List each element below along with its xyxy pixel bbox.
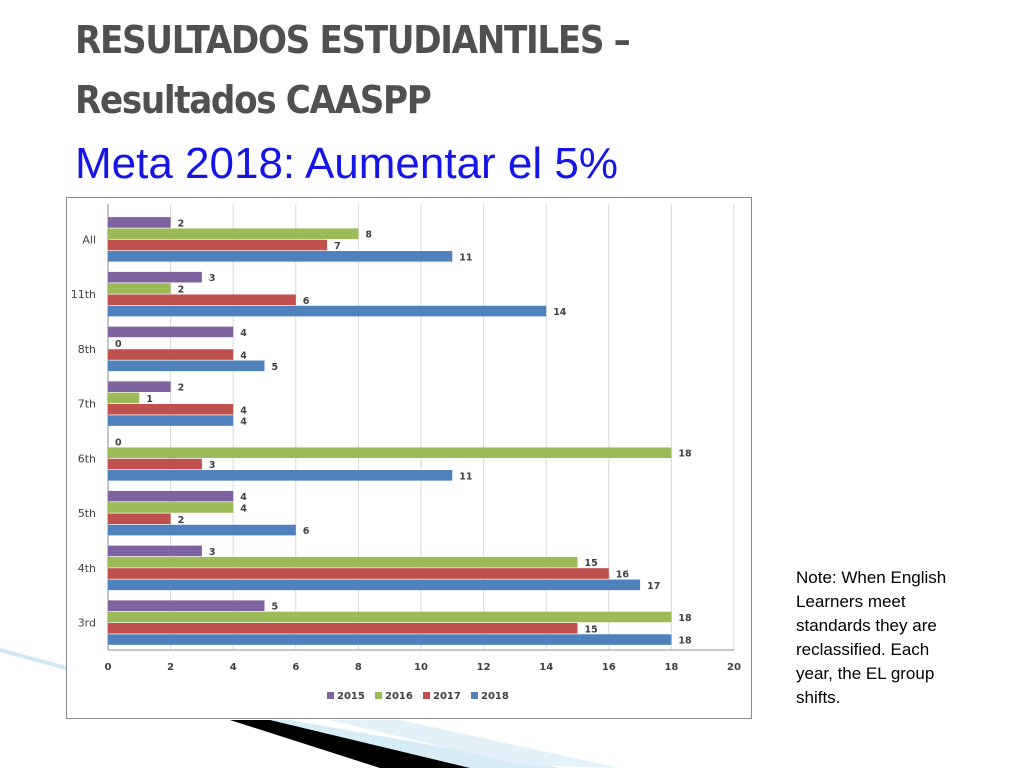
data-label: 4 — [240, 328, 247, 339]
data-label: 3 — [209, 460, 216, 471]
data-label: 1 — [146, 394, 153, 405]
bar-2015 — [108, 545, 202, 557]
category-label: 7th — [78, 398, 96, 411]
bar-2018 — [108, 360, 265, 372]
bar-2015 — [108, 271, 202, 283]
bar-2017 — [108, 458, 202, 470]
data-label: 6 — [303, 526, 310, 537]
bar-2017 — [108, 622, 578, 634]
data-label: 0 — [115, 437, 122, 448]
data-label: 17 — [647, 581, 660, 592]
x-tick-label: 6 — [292, 662, 299, 673]
bar-2018 — [108, 251, 453, 262]
data-label: 4 — [240, 417, 247, 428]
data-label: 18 — [678, 613, 692, 624]
legend-label: 2017 — [433, 691, 461, 702]
bar-2015 — [108, 217, 171, 228]
data-label: 3 — [209, 273, 216, 284]
data-label: 6 — [303, 296, 310, 307]
bar-2018 — [108, 524, 296, 536]
data-label: 11 — [459, 252, 472, 263]
x-tick-label: 8 — [355, 662, 362, 673]
chart-container: 0 2 4 6 8 10 12 14 16 18 20 All 2 8 7 11 11th 3 2 6 14 8th 4 0 4… — [66, 197, 752, 719]
page-subtitle: Meta 2018: Aumentar el 5% — [75, 139, 618, 188]
data-label: 2 — [178, 284, 185, 295]
data-label: 4 — [240, 492, 247, 503]
data-label: 7 — [334, 241, 341, 252]
category-label: 3rd — [78, 617, 96, 630]
data-label: 2 — [178, 515, 185, 526]
bar-2018 — [108, 305, 547, 317]
bar-2016 — [108, 611, 672, 623]
data-label: 3 — [209, 547, 216, 558]
bar-2016 — [108, 447, 672, 459]
data-label: 2 — [178, 383, 185, 394]
bar-2015 — [108, 381, 171, 392]
bar-2015 — [108, 600, 265, 611]
category-label: 5th — [78, 507, 96, 520]
bar-2015 — [108, 490, 234, 502]
page-title-line-2: Resultados CAASPP — [75, 78, 432, 122]
bar-2016 — [108, 283, 171, 294]
x-tick-label: 14 — [539, 662, 553, 673]
bar-2016 — [108, 228, 359, 240]
data-label: 15 — [585, 558, 598, 569]
data-label: 2 — [178, 218, 185, 229]
legend-swatch-2015 — [327, 692, 334, 699]
legend-label: 2016 — [385, 691, 413, 702]
legend-label: 2015 — [337, 691, 365, 702]
bar-2016 — [108, 556, 578, 568]
legend-label: 2018 — [481, 691, 509, 702]
bar-2018 — [108, 579, 641, 591]
category-label: All — [82, 233, 96, 246]
x-tick-label: 0 — [105, 662, 112, 673]
data-label: 15 — [585, 624, 598, 635]
legend-swatch-2016 — [375, 692, 382, 699]
x-tick-label: 16 — [602, 662, 616, 673]
bar-2017 — [108, 403, 234, 415]
x-tick-label: 2 — [167, 662, 174, 673]
x-tick-label: 12 — [477, 662, 491, 673]
data-label: 14 — [553, 307, 567, 318]
bar-2017 — [108, 349, 234, 360]
bar-2017 — [108, 294, 296, 306]
x-tick-label: 10 — [414, 662, 428, 673]
category-label: 4th — [78, 562, 96, 575]
data-label: 0 — [115, 339, 122, 350]
data-label: 11 — [459, 471, 472, 482]
data-label: 18 — [678, 636, 692, 647]
legend-swatch-2018 — [471, 692, 478, 699]
data-label: 16 — [616, 570, 630, 581]
category-label: 11th — [71, 288, 96, 301]
note-text: Note: When English Learners meet standar… — [796, 568, 947, 707]
bar-chart: 0 2 4 6 8 10 12 14 16 18 20All2871111th326148th404… — [71, 204, 741, 702]
data-label: 5 — [272, 362, 279, 373]
legend-swatch-2017 — [423, 692, 430, 699]
data-label: 5 — [272, 602, 279, 613]
x-tick-label: 18 — [664, 662, 678, 673]
bar-2017 — [108, 239, 328, 251]
bar-2017 — [108, 568, 609, 579]
bar-2015 — [108, 326, 234, 338]
bar-2017 — [108, 513, 171, 525]
bar-2018 — [108, 634, 672, 645]
data-label: 18 — [678, 449, 692, 460]
category-label: 6th — [78, 452, 96, 465]
page-title-line-1: RESULTADOS ESTUDIANTILES – — [75, 18, 631, 62]
data-label: 4 — [240, 503, 247, 514]
data-label: 4 — [240, 405, 247, 416]
bar-2016 — [108, 392, 140, 404]
x-tick-label: 4 — [230, 662, 237, 673]
bar-2018 — [108, 470, 453, 481]
data-label: 4 — [240, 351, 247, 362]
x-tick-label: 20 — [727, 662, 741, 673]
data-label: 8 — [365, 230, 372, 241]
bar-2016 — [108, 502, 234, 513]
bar-2018 — [108, 415, 234, 426]
category-label: 8th — [78, 343, 96, 356]
